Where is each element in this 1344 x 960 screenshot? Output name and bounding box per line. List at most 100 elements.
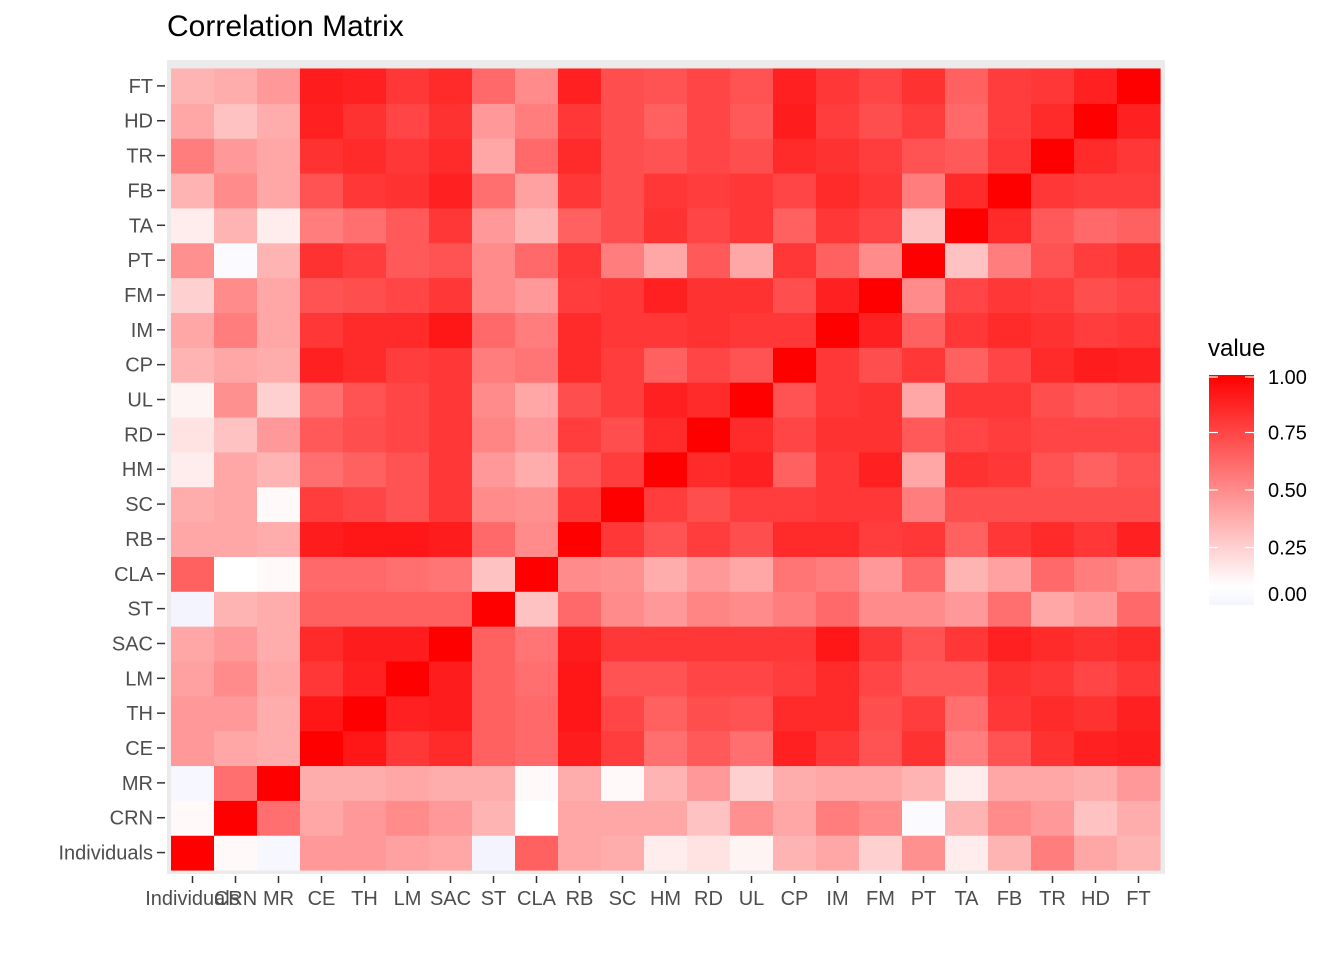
heatmap-cell-CLA-PT	[515, 242, 559, 279]
heatmap-cell-RD-MR	[687, 765, 731, 801]
heatmap-cell-FM-MR	[859, 765, 903, 801]
heatmap-cell-UL-TA	[730, 207, 774, 244]
heatmap-cell-TA-FB	[945, 173, 989, 209]
heatmap-cell-HD-TH	[1074, 695, 1118, 732]
heatmap-cell-CP-SAC	[773, 626, 817, 662]
x-tick-label: PT	[911, 888, 937, 910]
heatmap-cell-SAC-SAC	[429, 626, 473, 662]
heatmap-cell-SC-HM	[601, 451, 645, 488]
x-tick-label: MR	[263, 888, 294, 910]
heatmap-cell-HM-LM	[644, 660, 688, 697]
x-tick-label: SC	[609, 888, 637, 910]
heatmap-cell-RD-LM	[687, 660, 731, 697]
heatmap-cell-TH-UL	[343, 382, 387, 418]
heatmap-cell-HD-HD	[1074, 103, 1118, 139]
heatmap-cell-ST-FB	[472, 173, 516, 209]
heatmap-cell-CLA-LM	[515, 660, 559, 697]
heatmap-cell-FM-TR	[859, 138, 903, 174]
heatmap-cell-SAC-RB	[429, 521, 473, 557]
heatmap-cell-CE-CLA	[300, 556, 344, 592]
heatmap-cell-TR-RB	[1031, 521, 1075, 557]
heatmap-cell-TR-RD	[1031, 416, 1075, 453]
x-tick-label: FT	[1126, 888, 1150, 910]
heatmap-cell-RB-TR	[558, 138, 602, 174]
heatmap-cell-TH-TR	[343, 138, 387, 174]
heatmap-cell-IM-IM	[816, 312, 860, 348]
heatmap-cell-SAC-ST	[429, 591, 473, 627]
heatmap-cell-CLA-CE	[515, 730, 559, 767]
heatmap-cell-FM-FM	[859, 277, 903, 313]
heatmap-cell-TA-TH	[945, 695, 989, 732]
heatmap-cell-FB-FT	[988, 68, 1032, 104]
heatmap-cell-RB-FT	[558, 68, 602, 104]
heatmap-cell-RB-IM	[558, 312, 602, 348]
heatmap-cell-RB-RD	[558, 416, 602, 453]
heatmap-cell-FT-Individuals	[1117, 835, 1161, 871]
heatmap-cell-CRN-FM	[214, 277, 258, 313]
heatmap-cell-UL-RD	[730, 416, 774, 453]
heatmap-cell-CRN-Individuals	[214, 835, 258, 871]
heatmap-cell-SC-RD	[601, 416, 645, 453]
heatmap-cell-TR-HD	[1031, 103, 1075, 139]
heatmap-cell-SAC-CRN	[429, 800, 473, 836]
heatmap-cell-FB-CRN	[988, 800, 1032, 836]
legend-title: value	[1208, 335, 1265, 362]
heatmap-cell-FT-LM	[1117, 660, 1161, 697]
heatmap-cell-RB-UL	[558, 382, 602, 418]
heatmap-cell-CRN-PT	[214, 242, 258, 279]
heatmap-cell-CRN-TR	[214, 138, 258, 174]
heatmap-cell-RB-SAC	[558, 626, 602, 662]
heatmap-cell-CP-CP	[773, 347, 817, 383]
heatmap-cell-CRN-HM	[214, 451, 258, 488]
heatmap-cell-CRN-UL	[214, 382, 258, 418]
heatmap-cell-MR-SC	[257, 486, 301, 523]
heatmap-cell-TH-RD	[343, 416, 387, 453]
heatmap-cell-SC-HD	[601, 103, 645, 139]
heatmap-cell-ST-TH	[472, 695, 516, 732]
heatmap-cell-RB-PT	[558, 242, 602, 279]
heatmap-cell-CP-RD	[773, 416, 817, 453]
heatmap-cell-CE-RD	[300, 416, 344, 453]
y-tick-label: CP	[125, 355, 153, 377]
y-tick-label: CLA	[114, 564, 154, 586]
heatmap-cell-UL-RB	[730, 521, 774, 557]
heatmap-cell-FM-PT	[859, 242, 903, 279]
heatmap-cell-CLA-TH	[515, 695, 559, 732]
heatmap-cell-MR-TR	[257, 138, 301, 174]
heatmap-cell-TH-CP	[343, 347, 387, 383]
heatmap-cell-FM-CP	[859, 347, 903, 383]
heatmap-cell-HM-Individuals	[644, 835, 688, 871]
heatmap-cell-LM-MR	[386, 765, 430, 801]
heatmap-cell-CLA-SC	[515, 486, 559, 523]
heatmap-cell-FT-TA	[1117, 207, 1161, 244]
heatmap-cell-TA-CP	[945, 347, 989, 383]
heatmap-cell-TA-SC	[945, 486, 989, 523]
heatmap-cell-LM-FM	[386, 277, 430, 313]
y-tick-label: CE	[125, 738, 153, 760]
heatmap-cell-TH-IM	[343, 312, 387, 348]
heatmap-cell-RB-CLA	[558, 556, 602, 592]
heatmap-cell-SC-ST	[601, 591, 645, 627]
heatmap-cell-FB-FB	[988, 173, 1032, 209]
heatmap-cell-TH-TH	[343, 695, 387, 732]
heatmap-cell-TA-ST	[945, 591, 989, 627]
heatmap-cell-HM-TH	[644, 695, 688, 732]
y-tick-label: PT	[127, 250, 153, 272]
heatmap-cell-RD-UL	[687, 382, 731, 418]
heatmap-cell-TR-TR	[1031, 138, 1075, 174]
heatmap-cell-FB-CP	[988, 347, 1032, 383]
heatmap-cell-CLA-UL	[515, 382, 559, 418]
x-tick-label: FB	[997, 888, 1023, 910]
heatmap-cell-FB-IM	[988, 312, 1032, 348]
heatmap-cell-FB-LM	[988, 660, 1032, 697]
heatmap-cell-MR-CRN	[257, 800, 301, 836]
heatmap-cell-HD-SAC	[1074, 626, 1118, 662]
heatmap-cell-MR-LM	[257, 660, 301, 697]
heatmap-cell-IM-FT	[816, 68, 860, 104]
heatmap-cell-HD-RB	[1074, 521, 1118, 557]
heatmap-cell-PT-SAC	[902, 626, 946, 662]
heatmap-cell-CE-TH	[300, 695, 344, 732]
heatmap-cell-HM-FT	[644, 68, 688, 104]
heatmap-cell-ST-TA	[472, 207, 516, 244]
